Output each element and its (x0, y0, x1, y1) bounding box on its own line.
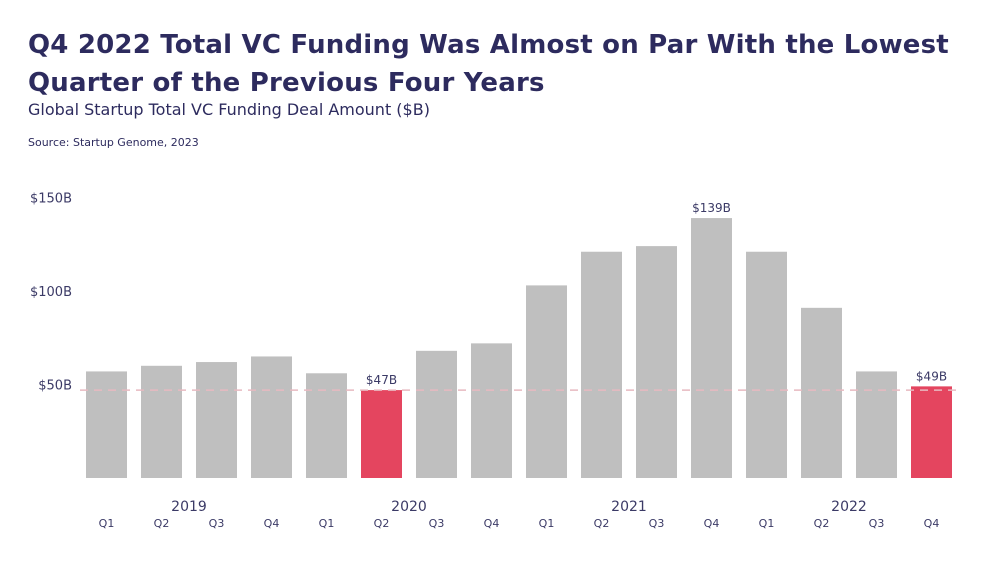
data-label: $47B (366, 373, 397, 387)
x-tick-label: Q4 (924, 517, 940, 530)
y-tick-label: $150B (30, 192, 72, 207)
x-tick-label: Q2 (374, 517, 390, 530)
bar (416, 350, 457, 478)
chart-title: Q4 2022 Total VC Funding Was Almost on P… (28, 30, 949, 98)
bar (196, 362, 237, 478)
chart-source: Source: Startup Genome, 2023 (28, 136, 199, 149)
x-tick-label: Q4 (704, 517, 720, 530)
x-tick-label: Q4 (264, 517, 280, 530)
bar (526, 285, 567, 478)
bar (801, 307, 842, 478)
x-tick-label: Q2 (814, 517, 830, 530)
data-label: $49B (916, 369, 947, 383)
year-label: 2020 (391, 499, 427, 515)
bar (636, 246, 677, 478)
data-label: $139B (692, 201, 731, 215)
x-tick-label: Q1 (319, 517, 335, 530)
x-tick-label: Q2 (154, 517, 170, 530)
bar (361, 390, 402, 478)
x-tick-label: Q3 (209, 517, 225, 530)
x-tick-label: Q1 (99, 517, 115, 530)
bar (86, 371, 127, 478)
x-tick-label: Q4 (484, 517, 500, 530)
year-label: 2021 (611, 499, 647, 515)
x-tick-label: Q1 (759, 517, 775, 530)
chart-subtitle: Global Startup Total VC Funding Deal Amo… (28, 100, 430, 119)
bar (856, 371, 897, 478)
y-tick-label: $50B (38, 379, 72, 394)
bar (471, 343, 512, 478)
x-tick-label: Q3 (869, 517, 885, 530)
x-tick-label: Q3 (429, 517, 445, 530)
x-tick-label: Q3 (649, 517, 665, 530)
x-tick-label: Q2 (594, 517, 610, 530)
bar (251, 356, 292, 478)
x-tick-label: Q1 (539, 517, 555, 530)
year-label: 2019 (171, 499, 207, 515)
bar (691, 218, 732, 478)
bar (911, 386, 952, 478)
bar (746, 251, 787, 478)
bar (581, 251, 622, 478)
year-label: 2022 (831, 499, 867, 515)
bar (306, 373, 347, 478)
y-tick-label: $100B (30, 285, 72, 300)
bar (141, 365, 182, 478)
